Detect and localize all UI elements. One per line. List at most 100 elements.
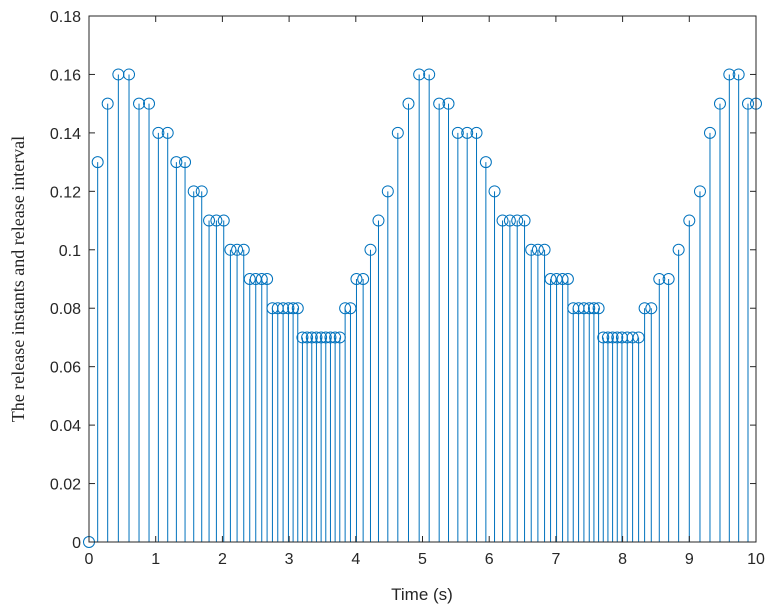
- stem-marker: [693, 185, 706, 198]
- x-tick-label: 10: [747, 551, 765, 568]
- stem-marker: [442, 97, 455, 110]
- stem-marker: [732, 68, 745, 81]
- y-tick-label: 0.08: [50, 301, 81, 318]
- stem-marker: [653, 273, 666, 285]
- stem-marker: [479, 156, 492, 169]
- x-tick-label: 7: [551, 551, 560, 568]
- stem-marker: [261, 273, 274, 285]
- stem-marker: [329, 331, 342, 344]
- stem-marker: [723, 68, 736, 81]
- stem-marker: [433, 97, 446, 110]
- stem-marker: [179, 156, 192, 169]
- stem-marker: [319, 331, 332, 344]
- stem-marker: [611, 331, 624, 344]
- stem-marker: [538, 243, 551, 256]
- stem-marker: [606, 331, 619, 344]
- stem-marker: [587, 302, 600, 315]
- x-tick-label: 0: [85, 551, 94, 568]
- stem-marker: [301, 331, 314, 344]
- x-axis-label: Time (s): [391, 585, 453, 604]
- stem-marker: [282, 302, 295, 315]
- stem-marker: [231, 243, 244, 256]
- stem-marker: [381, 185, 394, 198]
- y-tick-label: 0.04: [50, 418, 81, 435]
- stem-marker: [161, 126, 174, 139]
- stem-marker: [632, 331, 645, 344]
- stem-marker: [423, 68, 436, 81]
- stem-marker: [544, 273, 557, 285]
- stem-marker: [645, 302, 658, 315]
- plot-background: [89, 16, 756, 542]
- stem-marker: [224, 243, 237, 256]
- y-tick-label: 0.12: [50, 184, 81, 201]
- stem-marker: [296, 331, 309, 344]
- stem-marker: [601, 331, 614, 344]
- stem-marker: [597, 331, 610, 344]
- stem-marker: [350, 273, 363, 285]
- x-tick-label: 5: [418, 551, 427, 568]
- stem-marker: [310, 331, 323, 344]
- stem-marker: [503, 214, 516, 227]
- y-axis-label: The release instants and release interva…: [8, 136, 28, 422]
- stem-marker: [123, 68, 136, 81]
- stem-marker: [525, 243, 538, 256]
- stem-marker: [344, 302, 357, 315]
- stem-marker: [496, 214, 509, 227]
- y-tick-label: 0.06: [50, 360, 81, 377]
- stem-marker: [152, 126, 165, 139]
- stem-marker: [713, 97, 726, 110]
- stem-marker: [531, 243, 544, 256]
- stem-series: [83, 68, 762, 548]
- stem-marker: [413, 68, 426, 81]
- stem-marker: [402, 97, 415, 110]
- stem-marker: [203, 214, 216, 227]
- y-tick-label: 0.18: [50, 9, 81, 26]
- x-tick-label: 6: [485, 551, 494, 568]
- stem-marker: [451, 126, 464, 139]
- axes: 0 1 2 3 4 5 6 7 8 9 10 0 0.02 0.04 0.06 0.08 0.1 0.12 0.14…: [50, 9, 765, 568]
- y-tick-label: 0.14: [50, 126, 81, 143]
- stem-marker: [364, 243, 377, 256]
- stem-marker: [583, 302, 596, 315]
- x-tick-label: 3: [285, 551, 294, 568]
- stem-marker: [143, 97, 156, 110]
- stem-marker: [305, 331, 318, 344]
- x-tick-label: 4: [351, 551, 360, 568]
- stem-marker: [518, 214, 531, 227]
- stem-marker: [170, 156, 183, 169]
- stem-marker: [91, 156, 104, 169]
- stem-marker: [217, 214, 230, 227]
- x-tick-label: 1: [151, 551, 160, 568]
- stem-marker: [741, 97, 754, 110]
- y-tick-label: 0: [72, 535, 81, 552]
- x-tick-label: 2: [218, 551, 227, 568]
- stem-marker: [638, 302, 651, 315]
- y-tick-label: 0.16: [50, 67, 81, 84]
- stem-marker: [187, 185, 200, 198]
- stem-marker: [703, 126, 716, 139]
- stem-marker: [195, 185, 208, 198]
- stem-marker: [287, 302, 300, 315]
- stem-marker: [357, 273, 370, 285]
- stem-marker: [461, 126, 474, 139]
- stem-marker: [662, 273, 675, 285]
- x-tick-label: 9: [685, 551, 694, 568]
- y-tick-label: 0.02: [50, 477, 81, 494]
- stem-marker: [315, 331, 328, 344]
- stem-marker: [101, 97, 114, 110]
- stem-marker: [291, 302, 304, 315]
- stem-marker: [133, 97, 146, 110]
- stem-marker: [683, 214, 696, 227]
- stem-marker: [372, 214, 385, 227]
- y-tick-label: 0.1: [59, 243, 81, 260]
- stem-marker: [592, 302, 605, 315]
- stem-marker: [210, 214, 223, 227]
- stem-marker: [470, 126, 483, 139]
- stem-marker: [561, 273, 574, 285]
- x-tick-label: 8: [618, 551, 627, 568]
- stem-marker: [488, 185, 501, 198]
- stem-marker: [511, 214, 524, 227]
- stem-marker: [324, 331, 337, 344]
- stem-marker: [243, 273, 256, 285]
